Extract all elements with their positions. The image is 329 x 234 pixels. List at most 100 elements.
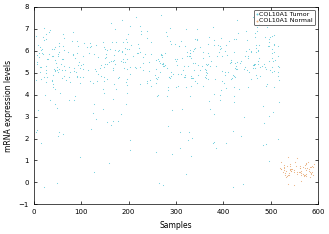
COL10A1 Tumor (206, 99, 211, 103)
COL10A1 Tumor (178, 39, 184, 43)
COL10A1 Tumor (91, 170, 96, 174)
COL10A1 Tumor (216, 44, 221, 47)
COL10A1 Normal (285, 174, 291, 177)
COL10A1 Tumor (153, 58, 158, 62)
COL10A1 Tumor (124, 57, 129, 61)
COL10A1 Tumor (149, 84, 154, 88)
COL10A1 Tumor (113, 40, 118, 44)
COL10A1 Tumor (264, 84, 269, 88)
COL10A1 Tumor (59, 62, 64, 66)
COL10A1 Tumor (252, 31, 257, 35)
COL10A1 Tumor (57, 44, 62, 48)
COL10A1 Normal (311, 173, 316, 176)
COL10A1 Tumor (110, 119, 115, 122)
COL10A1 Tumor (154, 81, 159, 84)
COL10A1 Tumor (262, 65, 267, 69)
COL10A1 Tumor (194, 28, 200, 31)
COL10A1 Tumor (51, 82, 56, 86)
COL10A1 Tumor (158, 70, 163, 74)
COL10A1 Tumor (56, 130, 61, 134)
COL10A1 Tumor (66, 98, 72, 102)
COL10A1 Tumor (261, 143, 266, 146)
COL10A1 Normal (300, 172, 305, 176)
COL10A1 Tumor (124, 103, 129, 106)
COL10A1 Tumor (66, 65, 71, 69)
COL10A1 Tumor (80, 75, 85, 79)
COL10A1 Tumor (253, 62, 258, 66)
COL10A1 Tumor (102, 56, 107, 60)
COL10A1 Tumor (167, 26, 173, 30)
COL10A1 Tumor (183, 44, 188, 48)
COL10A1 Tumor (104, 55, 109, 59)
COL10A1 Tumor (34, 78, 39, 81)
COL10A1 Tumor (137, 50, 142, 53)
COL10A1 Tumor (161, 64, 166, 68)
COL10A1 Tumor (52, 87, 57, 91)
COL10A1 Tumor (142, 52, 148, 56)
COL10A1 Tumor (53, 58, 58, 62)
COL10A1 Tumor (110, 97, 115, 101)
COL10A1 Tumor (188, 74, 193, 78)
COL10A1 Tumor (263, 35, 268, 39)
COL10A1 Tumor (242, 65, 247, 69)
COL10A1 Tumor (164, 66, 169, 70)
COL10A1 Tumor (212, 38, 217, 42)
COL10A1 Tumor (41, 52, 46, 56)
COL10A1 Tumor (235, 67, 240, 71)
COL10A1 Tumor (41, 75, 46, 78)
COL10A1 Tumor (269, 51, 274, 55)
COL10A1 Tumor (37, 45, 42, 49)
COL10A1 Normal (283, 169, 288, 173)
COL10A1 Tumor (124, 47, 130, 51)
COL10A1 Tumor (157, 182, 162, 185)
COL10A1 Tumor (101, 76, 107, 79)
COL10A1 Tumor (198, 68, 203, 72)
COL10A1 Tumor (212, 44, 217, 47)
COL10A1 Normal (292, 170, 297, 174)
COL10A1 Tumor (269, 48, 275, 51)
COL10A1 Tumor (255, 62, 261, 66)
COL10A1 Normal (294, 171, 299, 174)
COL10A1 Normal (288, 168, 293, 171)
COL10A1 Tumor (176, 44, 181, 48)
COL10A1 Tumor (184, 50, 190, 54)
COL10A1 Tumor (275, 44, 281, 48)
COL10A1 Tumor (182, 75, 188, 79)
COL10A1 Tumor (48, 98, 53, 102)
COL10A1 Tumor (63, 78, 68, 82)
COL10A1 Tumor (203, 73, 209, 77)
X-axis label: Samples: Samples (160, 221, 192, 230)
COL10A1 Tumor (55, 53, 60, 56)
COL10A1 Tumor (165, 34, 170, 38)
COL10A1 Tumor (153, 67, 159, 71)
COL10A1 Tumor (159, 54, 164, 57)
COL10A1 Tumor (266, 44, 271, 48)
COL10A1 Tumor (36, 55, 41, 59)
COL10A1 Tumor (183, 172, 189, 176)
COL10A1 Tumor (78, 81, 83, 85)
COL10A1 Tumor (195, 81, 200, 85)
COL10A1 Tumor (253, 43, 258, 47)
COL10A1 Tumor (204, 76, 209, 80)
COL10A1 Tumor (43, 64, 48, 68)
COL10A1 Tumor (43, 68, 48, 72)
COL10A1 Tumor (272, 43, 277, 47)
COL10A1 Normal (287, 165, 292, 168)
COL10A1 Tumor (169, 152, 174, 156)
COL10A1 Tumor (211, 112, 216, 116)
COL10A1 Tumor (190, 62, 195, 65)
COL10A1 Tumor (129, 43, 134, 47)
COL10A1 Tumor (235, 60, 240, 64)
COL10A1 Tumor (102, 48, 108, 51)
COL10A1 Tumor (101, 45, 106, 49)
COL10A1 Tumor (269, 56, 274, 59)
COL10A1 Tumor (191, 68, 196, 72)
COL10A1 Tumor (161, 64, 166, 68)
COL10A1 Tumor (87, 52, 92, 55)
COL10A1 Tumor (57, 41, 62, 45)
COL10A1 Tumor (211, 92, 216, 96)
COL10A1 Tumor (108, 60, 114, 63)
COL10A1 Normal (287, 162, 292, 165)
COL10A1 Normal (303, 168, 309, 172)
COL10A1 Tumor (77, 75, 83, 79)
